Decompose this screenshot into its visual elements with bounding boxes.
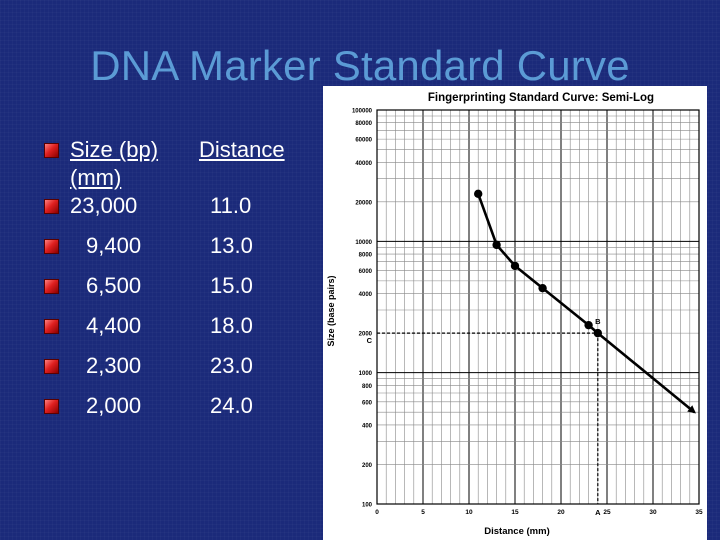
row-size: 2,000 [86,393,142,418]
annotation-label-a: A [595,508,601,517]
y-tick-label: 100000 [352,109,373,115]
chart-title: Fingerprinting Standard Curve: Semi-Log [428,92,654,104]
row-size: 6,500 [86,273,142,298]
table-row: 6,500 15.0 [44,272,324,312]
row-distance: 23.0 [210,353,253,378]
data-point [593,328,602,338]
row-size: 2,300 [86,353,142,378]
bullet-icon [44,199,59,214]
row-distance: 15.0 [210,273,253,298]
marker-table: Size (bp) Distance (mm) 23,000 11.0 9,40… [44,136,324,432]
y-tick-label: 600 [362,400,373,406]
x-tick-label: 0 [375,509,379,516]
y-tick-label: 2000 [359,332,373,338]
row-size: 9,400 [86,233,142,258]
row-size: 23,000 [70,193,138,218]
y-tick-label: 60000 [355,138,372,144]
y-tick-label: 1000 [359,371,373,377]
bullet-icon [44,143,59,158]
x-tick-label: 35 [695,509,703,516]
table-row: 2,300 23.0 [44,352,324,392]
table-row: 9,400 13.0 [44,232,324,272]
bullet-icon [44,399,59,414]
bullet-icon [44,279,59,294]
x-tick-label: 25 [603,509,611,516]
row-distance: 11.0 [210,193,252,218]
x-tick-label: 20 [557,509,565,516]
standard-curve-chart: Fingerprinting Standard Curve: Semi-Log … [323,86,707,540]
header-unit: (mm) [70,165,122,190]
y-axis-label: Size (base pairs) [326,275,336,346]
y-tick-label: 10000 [355,240,372,246]
x-tick-label: 10 [465,509,473,516]
table-row: 23,000 11.0 [44,192,324,232]
header-size: Size (bp) [70,137,159,162]
x-tick-label: 30 [649,509,657,516]
table-row: 2,000 24.0 [44,392,324,432]
header-distance: Distance [199,137,285,162]
slide-title: DNA Marker Standard Curve [90,42,630,89]
plot-frame [376,109,700,505]
y-tick-label: 40000 [355,161,372,167]
row-distance: 24.0 [210,393,253,418]
y-tick-label: 400 [362,423,373,429]
table-header: Size (bp) Distance (mm) [44,136,324,192]
row-distance: 18.0 [210,313,253,338]
bullet-icon [44,239,59,254]
data-point [584,320,593,330]
extrapolation-line [596,332,696,414]
annotation-label-c: C [367,336,373,345]
y-tick-label: 100 [362,503,373,509]
x-tick-label: 15 [511,509,519,516]
grid [376,109,700,505]
row-size: 4,400 [86,313,142,338]
data-point [474,189,483,199]
y-tick-label: 4000 [359,292,373,298]
y-tick-label: 80000 [355,121,372,127]
row-distance: 13.0 [210,233,253,258]
data-point [510,261,520,271]
annotation-label-b: B [595,317,601,326]
y-tick-label: 200 [362,463,373,469]
bullet-icon [44,319,59,334]
y-tick-label: 20000 [355,200,372,206]
bullet-icon [44,359,59,374]
x-tick-label: 5 [421,509,425,516]
tick-labels: 0 5 10 15 20 25 30 35 100 200 400 600 800 1000 2000 400… [352,109,703,517]
y-tick-label: 800 [362,384,373,390]
table-row: 4,400 18.0 [44,312,324,352]
arrowhead-icon [687,405,696,414]
data-point [492,240,501,250]
y-tick-label: 8000 [359,253,373,259]
y-tick-label: 6000 [359,269,373,275]
data-point [538,283,547,293]
x-axis-label: Distance (mm) [484,526,549,537]
series: A B C [367,189,696,517]
